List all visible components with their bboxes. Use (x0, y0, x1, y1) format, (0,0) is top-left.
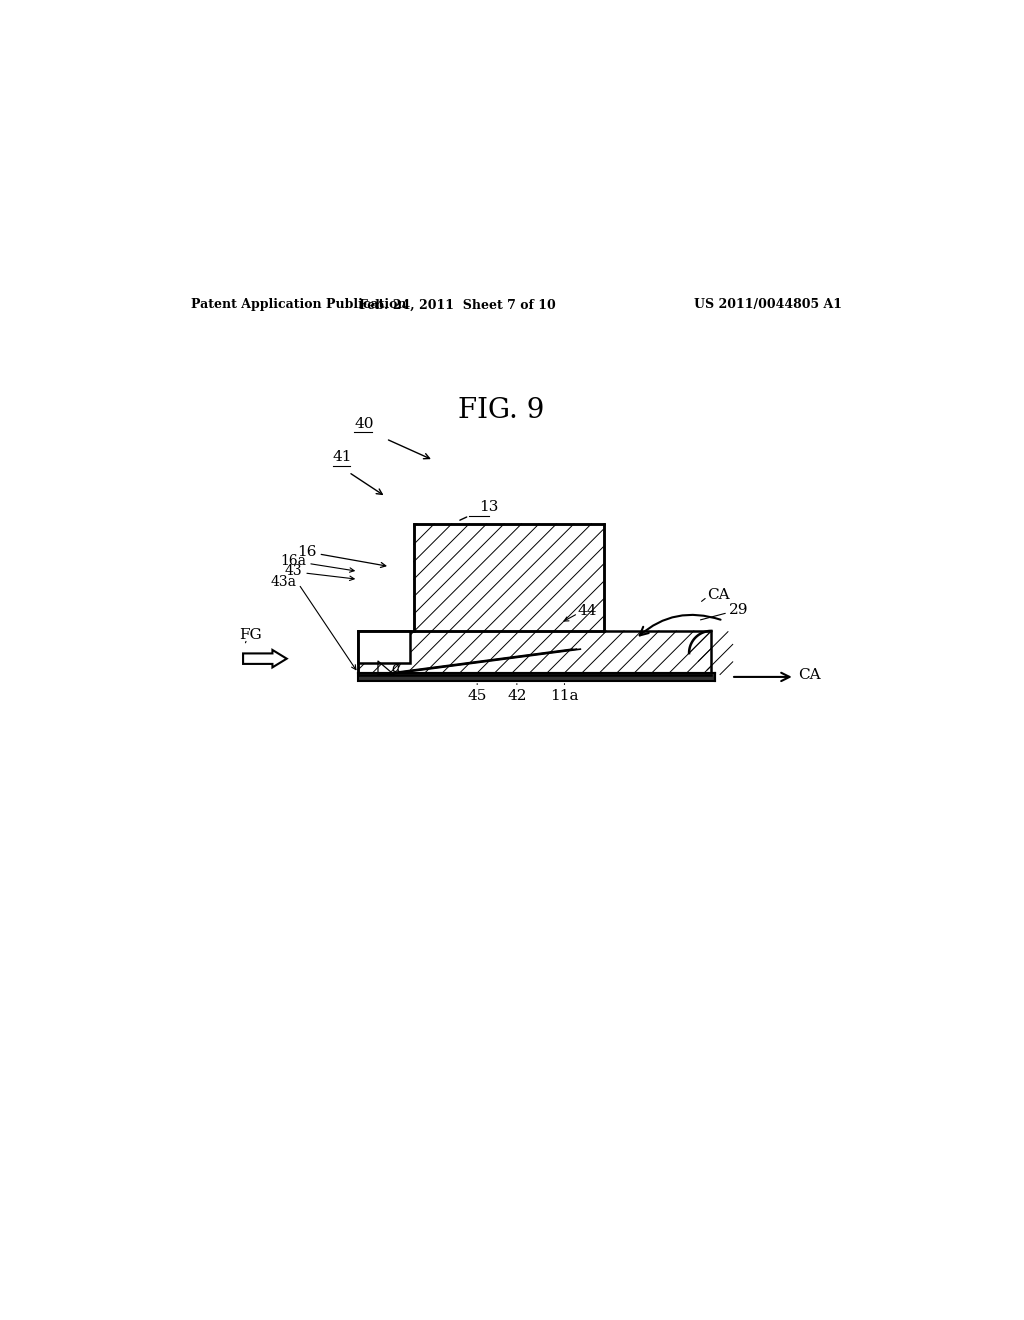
Text: 13: 13 (479, 500, 499, 515)
Text: 16a: 16a (281, 554, 306, 568)
Text: 16: 16 (297, 545, 316, 558)
Bar (414, 524, 604, 631)
Text: FIG. 9: FIG. 9 (458, 397, 544, 424)
Text: 43a: 43a (271, 574, 297, 589)
Text: Patent Application Publication: Patent Application Publication (191, 298, 407, 312)
Text: CA: CA (799, 668, 821, 681)
Text: 40: 40 (354, 417, 374, 430)
Text: 29: 29 (729, 603, 749, 618)
Bar (414, 524, 604, 631)
Bar (358, 631, 712, 675)
Text: 41: 41 (333, 450, 352, 465)
Text: $\alpha$: $\alpha$ (391, 661, 402, 676)
Text: 42: 42 (507, 689, 526, 702)
Text: 11a: 11a (550, 689, 579, 702)
Text: FG: FG (239, 628, 262, 642)
Text: Feb. 24, 2011  Sheet 7 of 10: Feb. 24, 2011 Sheet 7 of 10 (359, 298, 556, 312)
Text: 43: 43 (285, 565, 303, 578)
Text: CA: CA (708, 589, 730, 602)
Text: 45: 45 (468, 689, 486, 702)
FancyArrow shape (243, 649, 287, 668)
Polygon shape (604, 631, 712, 675)
Bar (358, 673, 715, 681)
Bar (358, 631, 410, 663)
Text: US 2011/0044805 A1: US 2011/0044805 A1 (694, 298, 842, 312)
Text: 44: 44 (578, 605, 597, 618)
Bar (358, 631, 712, 675)
